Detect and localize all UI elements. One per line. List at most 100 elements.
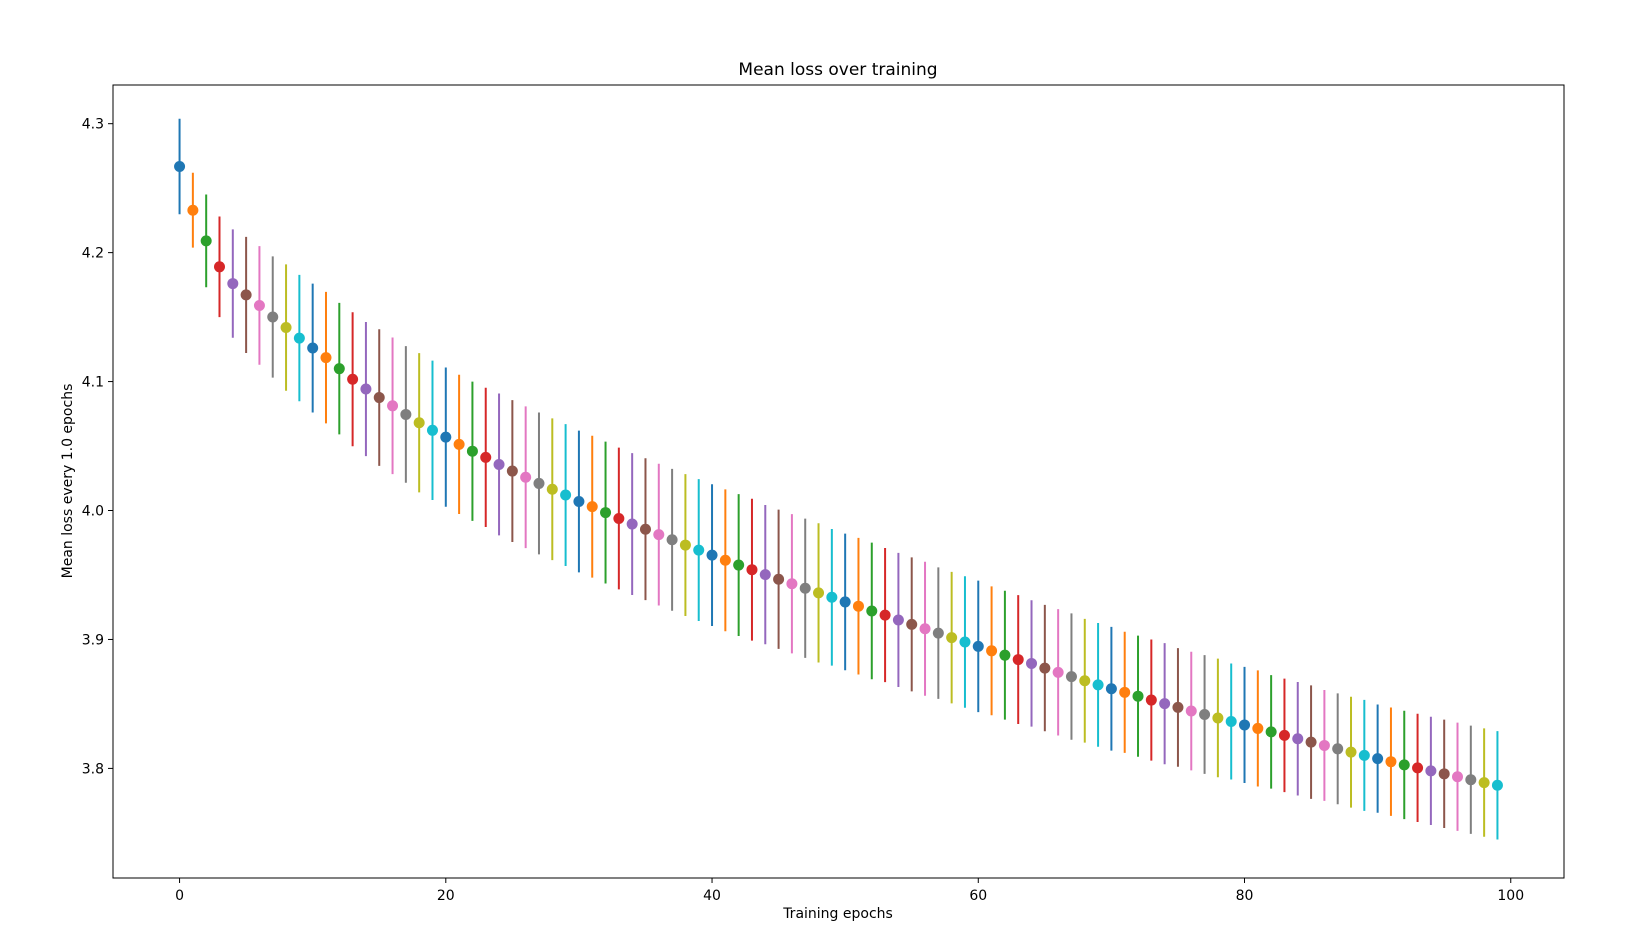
y-axis: 3.8 3.9 4.0 4.1 4.2 4.3 bbox=[82, 117, 113, 777]
data-point bbox=[1372, 753, 1384, 765]
data-point bbox=[1105, 683, 1117, 695]
axes-frame bbox=[112, 84, 1565, 879]
data-point bbox=[1332, 743, 1344, 755]
data-point bbox=[493, 458, 505, 470]
y-tick-label: 3.9 bbox=[82, 632, 104, 648]
x-tick-label: 100 bbox=[1497, 888, 1524, 904]
data-point bbox=[1491, 779, 1503, 791]
data-point bbox=[733, 559, 745, 571]
data-point bbox=[560, 489, 572, 501]
data-point bbox=[679, 539, 691, 551]
data-point bbox=[387, 400, 399, 412]
data-point bbox=[453, 438, 465, 450]
data-point bbox=[1052, 666, 1064, 678]
x-tick-label: 60 bbox=[969, 888, 987, 904]
data-point bbox=[946, 632, 958, 644]
data-point bbox=[1239, 719, 1251, 731]
data-point bbox=[1159, 698, 1171, 710]
data-point bbox=[533, 477, 545, 489]
y-tick-label: 4.0 bbox=[82, 504, 104, 520]
data-point bbox=[1452, 771, 1464, 783]
x-tick-label: 80 bbox=[1236, 888, 1254, 904]
y-tick-label: 3.8 bbox=[82, 761, 104, 777]
data-point bbox=[400, 408, 412, 420]
y-axis-label: Mean loss every 1.0 epochs bbox=[60, 384, 76, 579]
data-point bbox=[719, 554, 731, 566]
data-point bbox=[959, 636, 971, 648]
data-point bbox=[1345, 746, 1357, 758]
data-point bbox=[613, 513, 625, 525]
data-point bbox=[1478, 777, 1490, 789]
data-point bbox=[1398, 759, 1410, 771]
x-tick-label: 0 bbox=[175, 888, 184, 904]
data-point bbox=[1172, 701, 1184, 713]
data-point bbox=[1385, 756, 1397, 768]
data-point bbox=[600, 507, 612, 519]
data-point bbox=[307, 342, 319, 354]
data-point bbox=[866, 605, 878, 617]
data-point bbox=[879, 609, 891, 621]
x-axis: 0 20 40 60 80 100 bbox=[175, 878, 1524, 904]
data-point bbox=[227, 278, 239, 290]
data-point bbox=[1265, 726, 1277, 738]
plot-area bbox=[174, 118, 1503, 840]
data-point bbox=[360, 383, 372, 395]
data-point bbox=[1465, 774, 1477, 786]
chart-title: Mean loss over training bbox=[738, 60, 937, 80]
data-point bbox=[573, 495, 585, 507]
data-point bbox=[1026, 657, 1038, 669]
data-point bbox=[1358, 749, 1370, 761]
data-point bbox=[373, 392, 385, 404]
data-point bbox=[786, 578, 798, 590]
x-tick-label: 20 bbox=[437, 888, 455, 904]
y-tick-label: 4.3 bbox=[82, 117, 104, 133]
data-point bbox=[413, 417, 425, 429]
data-point bbox=[839, 596, 851, 608]
data-point bbox=[506, 465, 518, 477]
data-point bbox=[280, 322, 292, 334]
data-point bbox=[1412, 762, 1424, 774]
data-point bbox=[1318, 739, 1330, 751]
data-point bbox=[852, 600, 864, 612]
data-point bbox=[520, 471, 532, 483]
data-point bbox=[1065, 671, 1077, 683]
x-tick-label: 40 bbox=[703, 888, 721, 904]
data-point bbox=[1145, 694, 1157, 706]
data-point bbox=[1012, 654, 1024, 666]
data-point bbox=[706, 549, 718, 561]
data-point bbox=[320, 352, 332, 364]
data-point bbox=[1292, 733, 1304, 745]
data-point bbox=[440, 431, 452, 443]
data-point bbox=[213, 261, 225, 273]
y-tick-label: 4.2 bbox=[82, 246, 104, 262]
data-point bbox=[1079, 675, 1091, 687]
x-axis-label: Training epochs bbox=[782, 906, 893, 922]
data-point bbox=[293, 332, 305, 344]
data-point bbox=[826, 591, 838, 603]
data-point bbox=[187, 204, 199, 216]
data-point bbox=[480, 451, 492, 463]
data-point bbox=[799, 582, 811, 594]
data-point bbox=[906, 618, 918, 630]
data-point bbox=[240, 289, 252, 301]
data-point bbox=[1132, 690, 1144, 702]
data-point bbox=[586, 501, 598, 513]
data-point bbox=[892, 614, 904, 626]
data-point bbox=[693, 544, 705, 556]
data-point bbox=[200, 235, 212, 247]
data-point bbox=[1039, 662, 1051, 674]
data-point bbox=[1425, 765, 1437, 777]
data-point bbox=[653, 529, 665, 541]
data-point bbox=[1092, 679, 1104, 691]
data-point bbox=[426, 424, 438, 436]
data-point bbox=[1212, 712, 1224, 724]
data-point bbox=[1305, 736, 1317, 748]
data-point bbox=[1119, 686, 1131, 698]
data-point bbox=[666, 534, 678, 546]
data-point bbox=[746, 564, 758, 576]
data-point bbox=[466, 445, 478, 457]
data-point bbox=[546, 483, 558, 495]
data-point bbox=[932, 627, 944, 639]
data-point bbox=[333, 363, 345, 375]
data-point bbox=[1225, 715, 1237, 727]
